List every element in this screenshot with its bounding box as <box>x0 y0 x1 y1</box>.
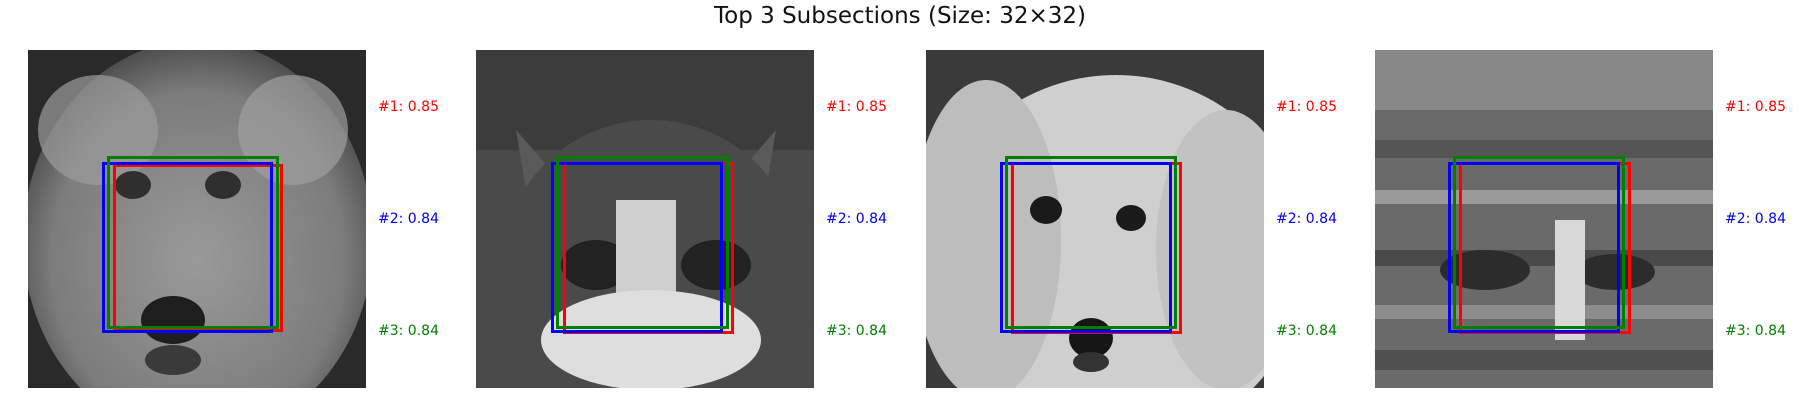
score-label-panel-3-rank-2: #2: 0.84 <box>1276 211 1337 227</box>
top3-box-panel-4 <box>1453 156 1625 329</box>
score-label-panel-2-rank-1: #1: 0.85 <box>826 99 887 115</box>
top3-box-panel-3 <box>1005 156 1177 329</box>
top2-box-panel-4 <box>1448 162 1620 333</box>
image-panel-1 <box>28 50 366 388</box>
score-label-panel-3-rank-3: #3: 0.84 <box>1276 323 1337 339</box>
top2-box-panel-1 <box>102 162 273 333</box>
score-label-panel-4-rank-2: #2: 0.84 <box>1725 211 1786 227</box>
score-label-panel-4-rank-3: #3: 0.84 <box>1725 323 1786 339</box>
score-label-panel-1-rank-3: #3: 0.84 <box>378 323 439 339</box>
cat-photo-1 <box>476 50 814 388</box>
score-label-panel-1-rank-2: #2: 0.84 <box>378 211 439 227</box>
image-panel-2 <box>476 50 814 388</box>
top2-box-panel-2 <box>551 162 723 333</box>
figure-title: Top 3 Subsections (Size: 32×32) <box>714 3 1086 29</box>
score-label-panel-2-rank-2: #2: 0.84 <box>826 211 887 227</box>
dog-photo-1 <box>28 50 366 388</box>
score-label-panel-4-rank-1: #1: 0.85 <box>1725 99 1786 115</box>
image-panel-4 <box>1375 50 1713 388</box>
score-label-panel-1-rank-1: #1: 0.85 <box>378 99 439 115</box>
top3-box-panel-2 <box>556 156 729 329</box>
top3-box-panel-1 <box>107 156 279 329</box>
score-label-panel-2-rank-3: #3: 0.84 <box>826 323 887 339</box>
score-label-panel-3-rank-1: #1: 0.85 <box>1276 99 1337 115</box>
top2-box-panel-3 <box>1000 162 1172 333</box>
